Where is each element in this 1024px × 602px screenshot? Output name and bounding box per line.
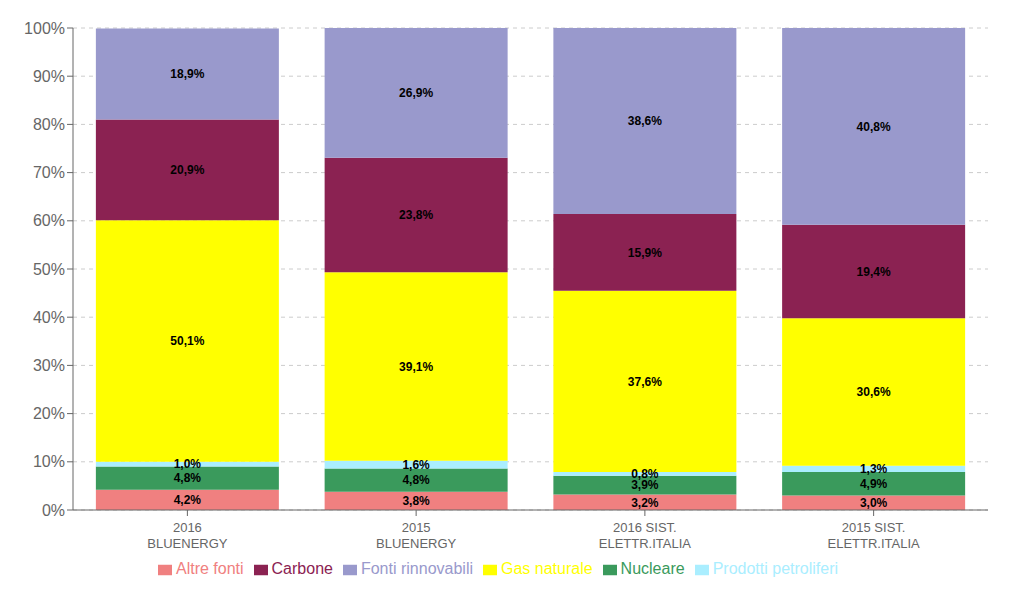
svg-text:19,4%: 19,4% bbox=[857, 265, 891, 279]
svg-text:4,8%: 4,8% bbox=[174, 471, 202, 485]
svg-text:3,8%: 3,8% bbox=[402, 494, 430, 508]
svg-text:2015 SIST.ELETTR.ITALIA: 2015 SIST.ELETTR.ITALIA bbox=[828, 520, 921, 551]
svg-text:2016BLUENERGY: 2016BLUENERGY bbox=[147, 520, 228, 551]
html-text:Altre fonti: Altre fonti bbox=[176, 560, 244, 577]
svg-text:30%: 30% bbox=[33, 357, 65, 374]
svg-text:80%: 80% bbox=[33, 116, 65, 133]
svg-text:70%: 70% bbox=[33, 164, 65, 181]
svg-text:40%: 40% bbox=[33, 309, 65, 326]
svg-text:3,2%: 3,2% bbox=[631, 496, 659, 510]
svg-text:4,9%: 4,9% bbox=[860, 477, 888, 491]
svg-text:37,6%: 37,6% bbox=[628, 375, 662, 389]
svg-text:30,6%: 30,6% bbox=[857, 385, 891, 399]
svg-text:4,2%: 4,2% bbox=[174, 493, 202, 507]
html-text:Gas naturale: Gas naturale bbox=[501, 560, 593, 577]
svg-text:100%: 100% bbox=[24, 20, 65, 37]
svg-text:15,9%: 15,9% bbox=[628, 246, 662, 260]
svg-text:2016 SIST.ELETTR.ITALIA: 2016 SIST.ELETTR.ITALIA bbox=[599, 520, 692, 551]
svg-text:39,1%: 39,1% bbox=[399, 360, 433, 374]
html-text:Fonti rinnovabili: Fonti rinnovabili bbox=[360, 560, 473, 577]
svg-text:1,6%: 1,6% bbox=[402, 458, 430, 472]
svg-text:50%: 50% bbox=[33, 261, 65, 278]
svg-text:3,9%: 3,9% bbox=[631, 478, 659, 493]
html-text:Carbone: Carbone bbox=[271, 560, 333, 577]
svg-text:23,8%: 23,8% bbox=[399, 208, 433, 222]
svg-text:50,1%: 50,1% bbox=[170, 334, 204, 348]
html-text:Prodotti petroliferi: Prodotti petroliferi bbox=[712, 560, 838, 577]
svg-text:26,9%: 26,9% bbox=[399, 86, 433, 100]
svg-text:38,6%: 38,6% bbox=[628, 114, 662, 128]
svg-text:20%: 20% bbox=[33, 405, 65, 422]
svg-text:18,9%: 18,9% bbox=[170, 67, 204, 81]
svg-text:1,3%: 1,3% bbox=[860, 462, 888, 476]
svg-text:40,8%: 40,8% bbox=[857, 120, 891, 134]
svg-text:60%: 60% bbox=[33, 212, 65, 229]
svg-text:20,9%: 20,9% bbox=[170, 163, 204, 177]
svg-text:3,0%: 3,0% bbox=[860, 496, 888, 510]
svg-text:4,8%: 4,8% bbox=[402, 473, 430, 487]
svg-text:2015BLUENERGY: 2015BLUENERGY bbox=[376, 520, 457, 551]
svg-text:0,8%: 0,8% bbox=[631, 467, 659, 481]
svg-text:10%: 10% bbox=[33, 453, 65, 470]
html-text:Nucleare: Nucleare bbox=[620, 560, 685, 577]
svg-text:1,0%: 1,0% bbox=[174, 457, 202, 471]
svg-text:0%: 0% bbox=[42, 502, 65, 519]
svg-text:90%: 90% bbox=[33, 68, 65, 85]
